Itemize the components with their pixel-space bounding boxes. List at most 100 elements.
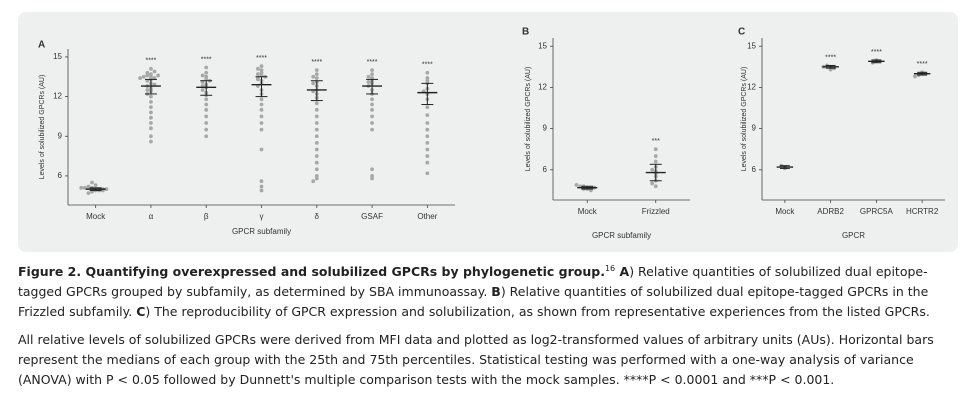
- data-point: [314, 154, 319, 158]
- data-point: [141, 74, 146, 79]
- data-point: [314, 114, 319, 119]
- data-point: [425, 160, 430, 165]
- data-point: [425, 147, 430, 152]
- data-point: [259, 102, 264, 107]
- y-tick-label: 6: [543, 165, 548, 174]
- significance: ****: [367, 59, 378, 66]
- x-tick-label: Frizzled: [642, 207, 670, 216]
- data-point: [79, 185, 84, 190]
- data-point: [149, 94, 153, 99]
- data-point: [145, 73, 150, 78]
- data-point: [425, 70, 430, 75]
- x-tick-label: GSAF: [361, 212, 383, 221]
- data-point: [653, 147, 658, 152]
- x-tick-label: β: [204, 212, 209, 221]
- data-point: [425, 127, 430, 132]
- data-point: [149, 110, 153, 115]
- x-tick-label: Mock: [775, 207, 795, 216]
- caption-run: ) Relative quantities of solubilized dua…: [18, 284, 929, 319]
- y-tick-label: 9: [752, 124, 757, 133]
- significance: ***: [652, 138, 660, 145]
- panel-label: C: [738, 27, 745, 38]
- y-tick-label: 12: [53, 92, 62, 101]
- y-tick-label: 12: [538, 83, 547, 92]
- data-point: [370, 72, 374, 77]
- caption-run: 16: [604, 263, 616, 273]
- data-point: [149, 74, 153, 79]
- significance: ****: [871, 49, 882, 56]
- data-point: [366, 74, 371, 79]
- data-point: [314, 140, 319, 145]
- data-point: [370, 102, 374, 107]
- data-point: [204, 65, 209, 70]
- data-point: [256, 66, 260, 71]
- data-point: [650, 167, 655, 172]
- data-point: [650, 181, 655, 186]
- caption: Figure 2. Quantifying overexpressed and …: [18, 262, 953, 322]
- data-point: [425, 134, 430, 139]
- x-tick-label: γ: [260, 212, 264, 221]
- data-point: [314, 160, 319, 165]
- y-tick-label: 6: [58, 171, 63, 180]
- data-point: [204, 114, 209, 119]
- data-point: [204, 107, 209, 112]
- data-point: [425, 76, 430, 80]
- data-point: [653, 184, 658, 189]
- data-point: [149, 126, 153, 131]
- data-point: [314, 121, 319, 125]
- data-point: [259, 114, 264, 119]
- caption-run: B: [491, 284, 501, 299]
- data-point: [370, 127, 374, 132]
- caption-run: Figure 2. Quantifying overexpressed and …: [18, 264, 605, 279]
- caption-run: C: [136, 304, 146, 319]
- data-point: [149, 139, 153, 144]
- panel-label: A: [38, 40, 45, 51]
- data-point: [90, 180, 94, 185]
- x-tick-label: Other: [417, 212, 437, 221]
- data-point: [370, 174, 374, 178]
- figure: A Levels of solubilized GPCRs (AU) GPCR su…: [18, 12, 958, 252]
- data-point: [311, 74, 316, 79]
- data-point: [152, 69, 157, 74]
- data-point: [314, 167, 319, 172]
- x-tick-label: α: [149, 212, 154, 221]
- x-tick-label: ADRB2: [817, 207, 844, 216]
- data-point: [311, 179, 316, 184]
- data-point: [314, 127, 319, 132]
- data-point: [200, 88, 205, 92]
- data-point: [370, 114, 374, 119]
- y-tick-label: 15: [53, 52, 62, 61]
- data-point: [93, 183, 98, 188]
- data-point: [311, 81, 316, 86]
- figure-background: [18, 12, 958, 252]
- data-point: [425, 140, 430, 145]
- data-point: [314, 107, 319, 112]
- data-point: [425, 105, 430, 110]
- data-point: [204, 127, 209, 132]
- significance: ****: [917, 61, 928, 68]
- significance: ****: [256, 55, 267, 62]
- data-point: [314, 147, 319, 152]
- data-point: [370, 68, 374, 73]
- data-point: [314, 72, 319, 77]
- data-point: [259, 147, 264, 152]
- data-point: [86, 191, 91, 196]
- data-point: [138, 76, 143, 80]
- x-tick-label: GPRC5A: [860, 207, 894, 216]
- x-tick-label: Mock: [86, 212, 106, 221]
- y-tick-label: 15: [538, 41, 547, 50]
- caption-run: ) The reproducibility of GPCR expression…: [145, 304, 930, 319]
- x-tick-label: δ: [315, 212, 320, 221]
- y-tick-label: 9: [543, 124, 548, 133]
- data-point: [259, 184, 264, 189]
- significance: ****: [201, 56, 212, 63]
- data-point: [204, 97, 209, 102]
- data-point: [149, 72, 153, 77]
- data-point: [425, 113, 430, 118]
- data-point: [370, 97, 374, 102]
- data-point: [200, 73, 205, 78]
- x-axis-label: GPCR subfamily: [592, 231, 651, 240]
- data-point: [149, 134, 153, 139]
- x-tick-label: HCRTR2: [906, 207, 939, 216]
